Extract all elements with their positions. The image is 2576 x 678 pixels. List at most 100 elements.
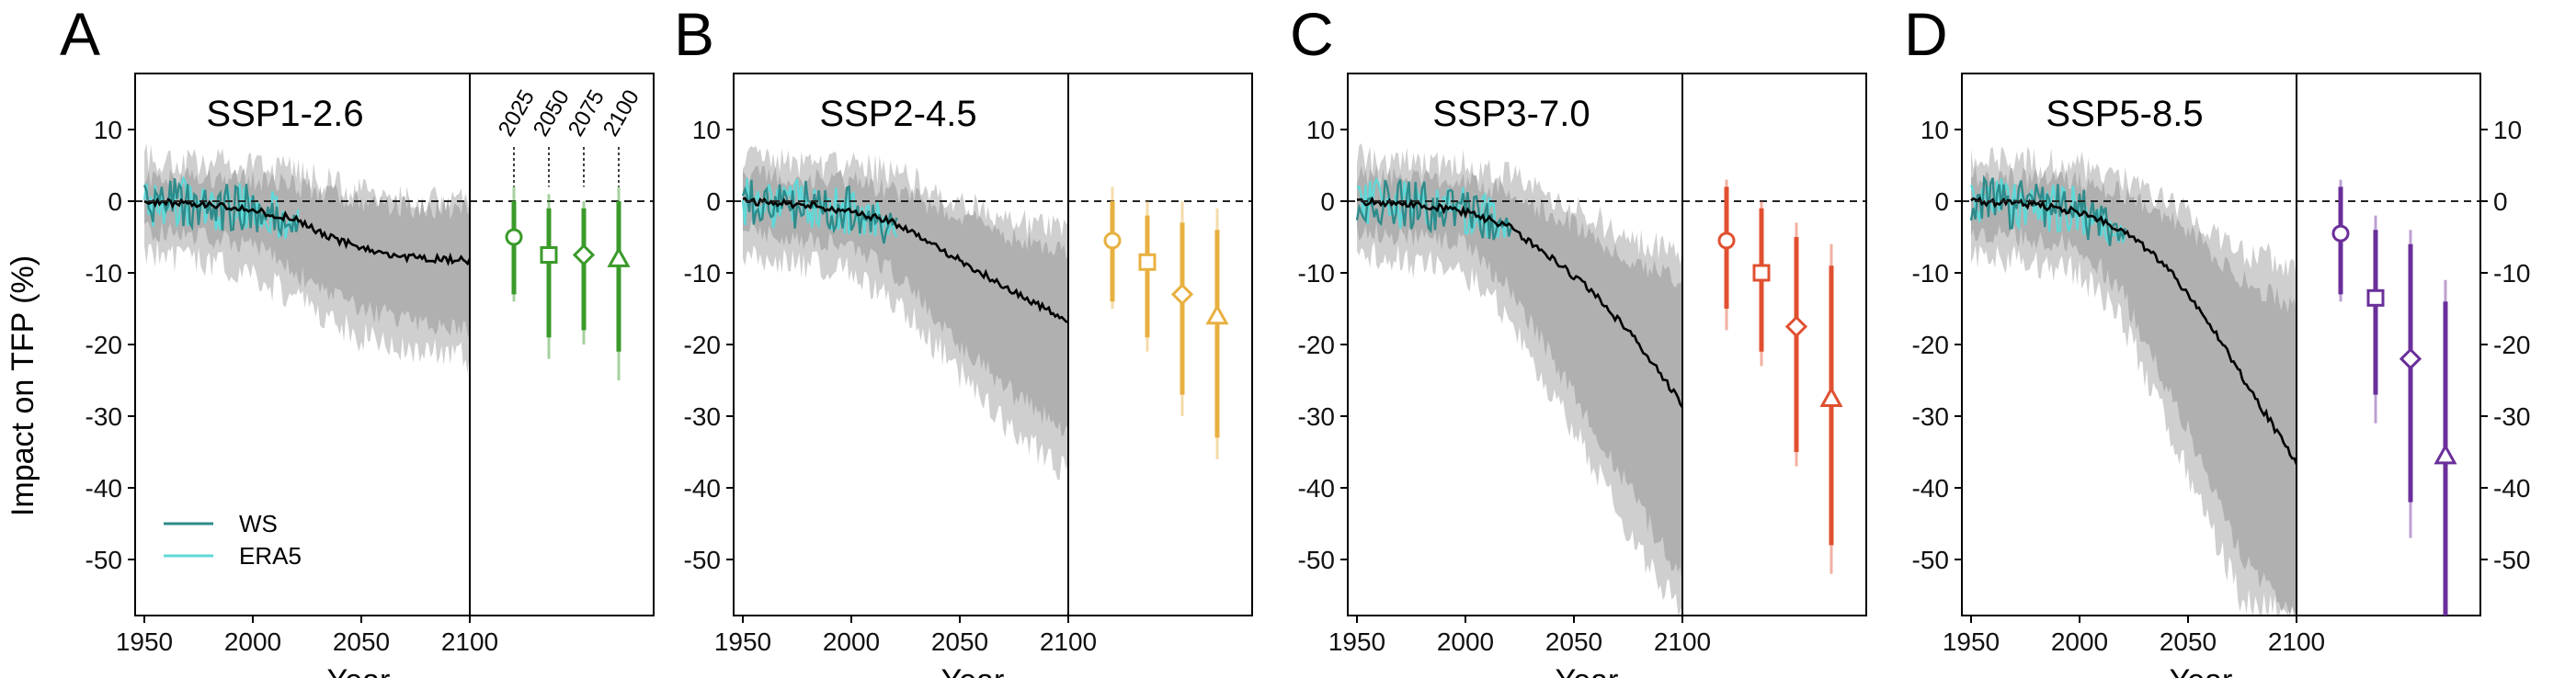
x-tick-label: 1950 [1328,627,1385,656]
y-tick-label: -20 [684,331,721,359]
projection-marker-2050 [1138,253,1157,271]
x-axis-title: Year [2170,663,2233,678]
series-line-mean [1970,196,2297,465]
projection-marker-2075 [2399,347,2422,370]
panel-letter: A [60,0,100,68]
y-tick-label: -50 [684,546,721,574]
x-tick-label: 2050 [931,627,988,656]
y-tick-label: -40 [85,474,122,503]
y-tick-label-right: 10 [2493,116,2522,144]
y-tick-label: 0 [1320,187,1335,216]
series-line-mean [742,197,1068,323]
panel-title: SSP3-7.0 [1432,94,1590,134]
y-tick-label: -50 [85,546,122,574]
y-tick-label-right: -10 [2493,259,2530,288]
y-tick-label-right: -50 [2493,546,2530,574]
legend-label-era5: ERA5 [239,542,302,570]
y-tick-label: -50 [1912,546,1949,574]
panel-d: D SSP5-8.5 Year 10 0 -10 -20 -30 -40 -50 10 0 -10… [1904,0,2530,678]
series-line-ws [741,179,898,244]
y-tick-label: -30 [85,402,122,431]
projection-marker-2025 [505,228,523,246]
x-tick-label: 2000 [224,627,281,656]
y-tick-label: -40 [684,474,721,503]
x-tick-label: 2100 [2268,627,2325,656]
panel-a: A SSP1-2.6 Year 10 0 -10 -20 -30 -40 -50 1950 20… [60,0,655,678]
projection-marker-2100 [607,246,631,267]
plot-area [1969,146,2297,616]
x-tick-label: 2000 [823,627,880,656]
plot-area [741,145,1068,480]
projection-marker-2050 [1752,264,1771,282]
panel-letter: B [674,0,714,68]
uncertainty-band-inner [1971,165,2297,616]
panel-letter: C [1290,0,1334,68]
x-tick-label: 1950 [116,627,173,656]
projection-marker-2100 [1205,303,1229,325]
panel-title: SSP2-4.5 [819,94,976,134]
projection-marker-2050 [540,246,558,264]
projection-marker-2025 [2331,224,2350,243]
y-tick-label: -20 [1912,331,1949,359]
y-tick-label: -40 [1298,474,1335,503]
x-tick-label: 2100 [1654,627,1711,656]
projection-marker-2025 [1717,232,1736,250]
series-line-ws [1969,175,2126,246]
y-tick-label: -20 [1298,331,1335,359]
panel-title: SSP5-8.5 [2046,94,2203,134]
projection-marker-2075 [1170,283,1194,306]
series-line-ws [1355,179,1512,241]
y-tick-label: 10 [1306,116,1335,144]
x-tick-label: 2050 [1545,627,1602,656]
uncertainty-band-inner [743,165,1068,437]
series-line-era5 [1969,177,2126,246]
y-tick-label: 0 [1934,187,1949,216]
x-tick-label: 1950 [1943,627,2000,656]
y-tick-label: 10 [692,116,721,144]
y-tick-label: 10 [94,116,122,144]
uncertainty-band-inner [1357,165,1682,588]
x-tick-label: 2000 [2051,627,2108,656]
y-tick-label: 0 [108,187,122,216]
projection-marker-2050 [2366,288,2385,307]
x-axis-title: Year [941,663,1005,678]
legend: WS ERA5 [164,510,302,570]
y-tick-label: -50 [1298,546,1335,574]
y-tick-label-right: -20 [2493,331,2530,359]
x-tick-label: 2050 [2160,627,2217,656]
x-tick-label: 2050 [333,627,390,656]
x-tick-label: 1950 [714,627,771,656]
y-tick-label: -30 [684,402,721,431]
panel-b: B SSP2-4.5 Year 10 0 -10 -20 -30 -40 -50 1950 20… [674,0,1253,678]
y-axis-title: Impact on TFP (%) [6,255,40,516]
projection-marker-2075 [572,243,596,266]
y-tick-label: 10 [1921,116,1949,144]
y-tick-label: -40 [1912,474,1949,503]
x-axis-title: Year [1556,663,1619,678]
x-axis-title: Year [327,663,391,678]
series-line-mean [1356,196,1682,409]
y-tick-label: -10 [1912,259,1949,288]
projection-marker-2100 [2434,443,2457,465]
x-tick-label: 2100 [441,627,498,656]
legend-label-ws: WS [239,510,278,537]
projection-marker-2025 [1103,232,1122,250]
y-tick-label-right: 0 [2493,187,2508,216]
x-tick-label: 2100 [1040,627,1097,656]
projection-marker-2075 [1784,315,1808,338]
projection-marker-2100 [1819,386,1843,407]
y-tick-label-right: -30 [2493,402,2530,431]
series-line-ws [142,177,300,238]
y-tick-label: -30 [1298,402,1335,431]
y-tick-label-right: -40 [2493,474,2530,503]
y-tick-label: -20 [85,331,122,359]
uncertainty-band-inner [144,166,470,341]
plot-area [1355,143,1682,616]
panel-title: SSP1-2.6 [206,94,363,134]
y-tick-label: 0 [706,187,721,216]
panel-letter: D [1904,0,1948,68]
panel-c: C SSP3-7.0 Year 10 0 -10 -20 -30 -40 -50 1950 20… [1290,0,1867,678]
x-tick-label: 2000 [1437,627,1494,656]
y-tick-label: -10 [684,259,721,288]
